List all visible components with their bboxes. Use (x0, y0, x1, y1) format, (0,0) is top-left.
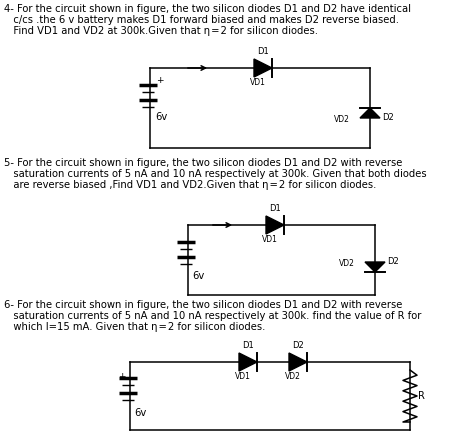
Text: VD1: VD1 (235, 372, 251, 381)
Text: +: + (118, 372, 126, 381)
Text: 4- For the circuit shown in figure, the two silicon diodes D1 and D2 have identi: 4- For the circuit shown in figure, the … (4, 4, 411, 14)
Text: VD2: VD2 (285, 372, 301, 381)
Text: c/cs .the 6 v battery makes D1 forward biased and makes D2 reverse biased.: c/cs .the 6 v battery makes D1 forward b… (4, 15, 399, 25)
Text: 6v: 6v (134, 408, 146, 418)
Text: saturation currents of 5 nA and 10 nA respectively at 300k. Given that both diod: saturation currents of 5 nA and 10 nA re… (4, 169, 427, 179)
Text: which I=15 mA. Given that η = 2 for silicon diodes.: which I=15 mA. Given that η = 2 for sili… (4, 322, 265, 332)
Text: 6v: 6v (155, 112, 167, 122)
Text: VD2: VD2 (334, 116, 350, 125)
Text: D1: D1 (242, 341, 254, 350)
Polygon shape (360, 108, 380, 118)
Polygon shape (289, 353, 307, 371)
Polygon shape (254, 59, 272, 77)
Text: R: R (418, 391, 425, 401)
Text: D2: D2 (382, 113, 394, 122)
Text: +: + (156, 76, 164, 85)
Polygon shape (365, 262, 385, 272)
Text: D1: D1 (269, 204, 281, 213)
Polygon shape (239, 353, 257, 371)
Text: D2: D2 (387, 258, 399, 267)
Text: D1: D1 (257, 47, 269, 56)
Polygon shape (266, 216, 284, 234)
Text: saturation currents of 5 nA and 10 nA respectively at 300k. find the value of R : saturation currents of 5 nA and 10 nA re… (4, 311, 421, 321)
Text: D2: D2 (292, 341, 304, 350)
Text: are reverse biased ,Find VD1 and VD2.Given that η = 2 for silicon diodes.: are reverse biased ,Find VD1 and VD2.Giv… (4, 180, 376, 190)
Text: VD1: VD1 (250, 78, 266, 87)
Text: 6- For the circuit shown in figure, the two silicon diodes D1 and D2 with revers: 6- For the circuit shown in figure, the … (4, 300, 402, 310)
Text: 5- For the circuit shown in figure, the two silicon diodes D1 and D2 with revers: 5- For the circuit shown in figure, the … (4, 158, 402, 168)
Text: VD1: VD1 (262, 235, 278, 244)
Text: 6v: 6v (192, 271, 204, 281)
Text: VD2: VD2 (339, 259, 355, 268)
Text: Find VD1 and VD2 at 300k.Given that η = 2 for silicon diodes.: Find VD1 and VD2 at 300k.Given that η = … (4, 26, 318, 36)
